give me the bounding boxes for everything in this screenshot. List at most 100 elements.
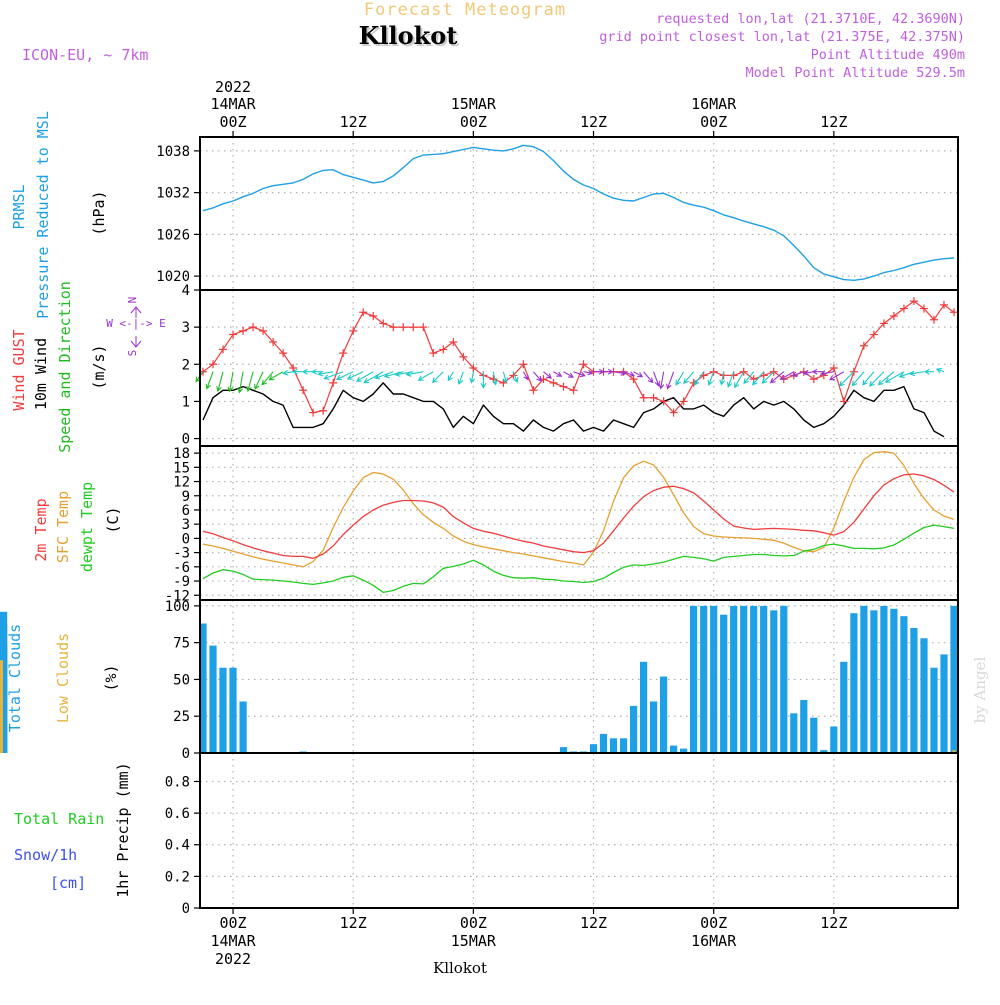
precip-panel-frame [199,752,959,909]
wind-direction-arrow [363,371,384,384]
temp-label-2m: 2m Temp [32,498,50,561]
wind-gust-marker [439,345,448,354]
frame-layer [199,136,959,909]
temp-label-sfc: SFC Temp [54,491,72,563]
wind-ytick-label: 3 [182,320,190,336]
total-cloud-bar [700,605,708,753]
temp-unit: (C) [104,506,122,533]
wind-direction-arrow [335,371,354,381]
station-title-shadow: Kllokot [361,23,460,52]
watermark: by Angel [971,656,989,723]
wind-direction-arrow [261,371,274,386]
wind-direction-arrow [469,371,476,384]
total-cloud-bar [870,610,878,753]
wind-gust-marker [289,364,298,372]
wind-gust-marker [389,323,398,332]
wind-direction-arrow [431,371,444,384]
wind-ytick-label: 2 [182,357,190,373]
wind-gust-marker [709,367,718,376]
wind-gust-marker [269,338,278,346]
wind-gust-marker [909,297,918,306]
wind-direction-arrow [246,371,254,393]
pressure-ytick-label: 1020 [156,269,190,285]
wind-direction-arrow [543,371,552,379]
total-cloud-bar [820,750,828,753]
wind-direction-arrow [909,370,925,377]
wind-gust-marker [219,345,228,354]
wind-direction-arrow [533,371,542,382]
wind-direction-arrow [838,371,855,387]
temperature-ytick-label: 12 [173,475,190,491]
wind-direction-arrow [719,371,726,386]
wind-gust-marker [769,367,778,376]
wind-direction-arrow [480,371,487,389]
wind-direction-arrow [623,371,635,377]
wind-gust-marker [239,326,248,335]
temperature-ytick-label: 18 [173,446,190,462]
product-title: Forecast Meteogram [364,0,566,20]
compass-we: W <-|-> E [106,317,166,330]
wind-direction-arrow [447,371,454,382]
pressure-ytick-label: 1032 [156,186,190,202]
wind-direction-arrow [346,371,364,380]
wind-direction-arrow [374,371,394,380]
wind-direction-arrow [457,371,464,385]
wind-direction-arrow [923,368,934,375]
total-cloud-bar [690,605,698,753]
precip-ytick-label: 0.6 [165,806,190,822]
wind-gust-marker [529,386,538,395]
temperature-ytick-label: 0 [182,531,190,547]
pressure-ytick-label: 1026 [156,227,190,243]
wind-direction-arrow [653,371,661,387]
total-cloud-bar [890,608,898,753]
total-cloud-bar [239,701,247,753]
wind-gust-marker [299,386,308,395]
wind-gust-marker [349,326,358,335]
total-cloud-bar [660,676,668,753]
wind-gust-marker [309,408,318,417]
wind-direction-arrow [593,368,605,375]
wind-gust-marker [459,352,468,361]
wind-gust-marker [259,326,268,335]
clouds-label-total: Total Clouds [6,624,24,732]
pressure-label-2: Pressure Reduced to MSL [34,111,52,319]
wind-direction-arrow [492,371,498,386]
top-axis-label: 00Z [460,113,487,131]
pressure-line [202,144,955,281]
wind-direction-arrow [658,371,665,390]
wind-direction-arrow [811,368,824,375]
pressure-ytick-label: 1038 [156,144,190,160]
top-axis-label: 16MAR [691,95,737,113]
station-title: Kllokot [359,21,458,50]
wind-label-gust: Wind GUST [10,329,28,410]
total-cloud-bar [860,605,868,753]
wind-gust-marker [339,349,348,358]
total-cloud-bar [780,605,788,753]
wind-gust-marker [899,304,908,313]
wind-direction-arrow [227,371,234,393]
total-cloud-bar [770,610,778,753]
wind-direction-arrow [512,371,519,384]
wind-direction-arrow [769,371,785,384]
wind-gust-marker [579,360,588,369]
precip-label-cm: [cm] [50,874,86,892]
top-axis-label: 00Z [219,113,246,131]
temperature-ytick-label: 15 [173,460,190,476]
wind-gust-marker [569,386,578,395]
precip-label-rain: Total Rain [14,810,104,828]
total-cloud-bar [650,701,658,753]
compass-s: S [126,350,139,357]
wind-direction-arrow [323,371,344,380]
wind-direction-arrow [802,369,814,376]
wind-direction-arrow [603,368,614,375]
bottom-axis-label: 00Z [700,914,727,932]
wind-gust-marker [649,393,658,402]
wind-gust-marker [209,360,218,369]
point-altitude: Point Altitude 490m [811,47,965,63]
requested-point: requested lon,lat (21.3710E, 42.3690N) [656,11,965,27]
wind-gust-marker [409,323,418,332]
total-cloud-bar [720,614,728,753]
wind-direction-arrow [405,371,424,377]
wind-direction-arrow [216,371,224,393]
